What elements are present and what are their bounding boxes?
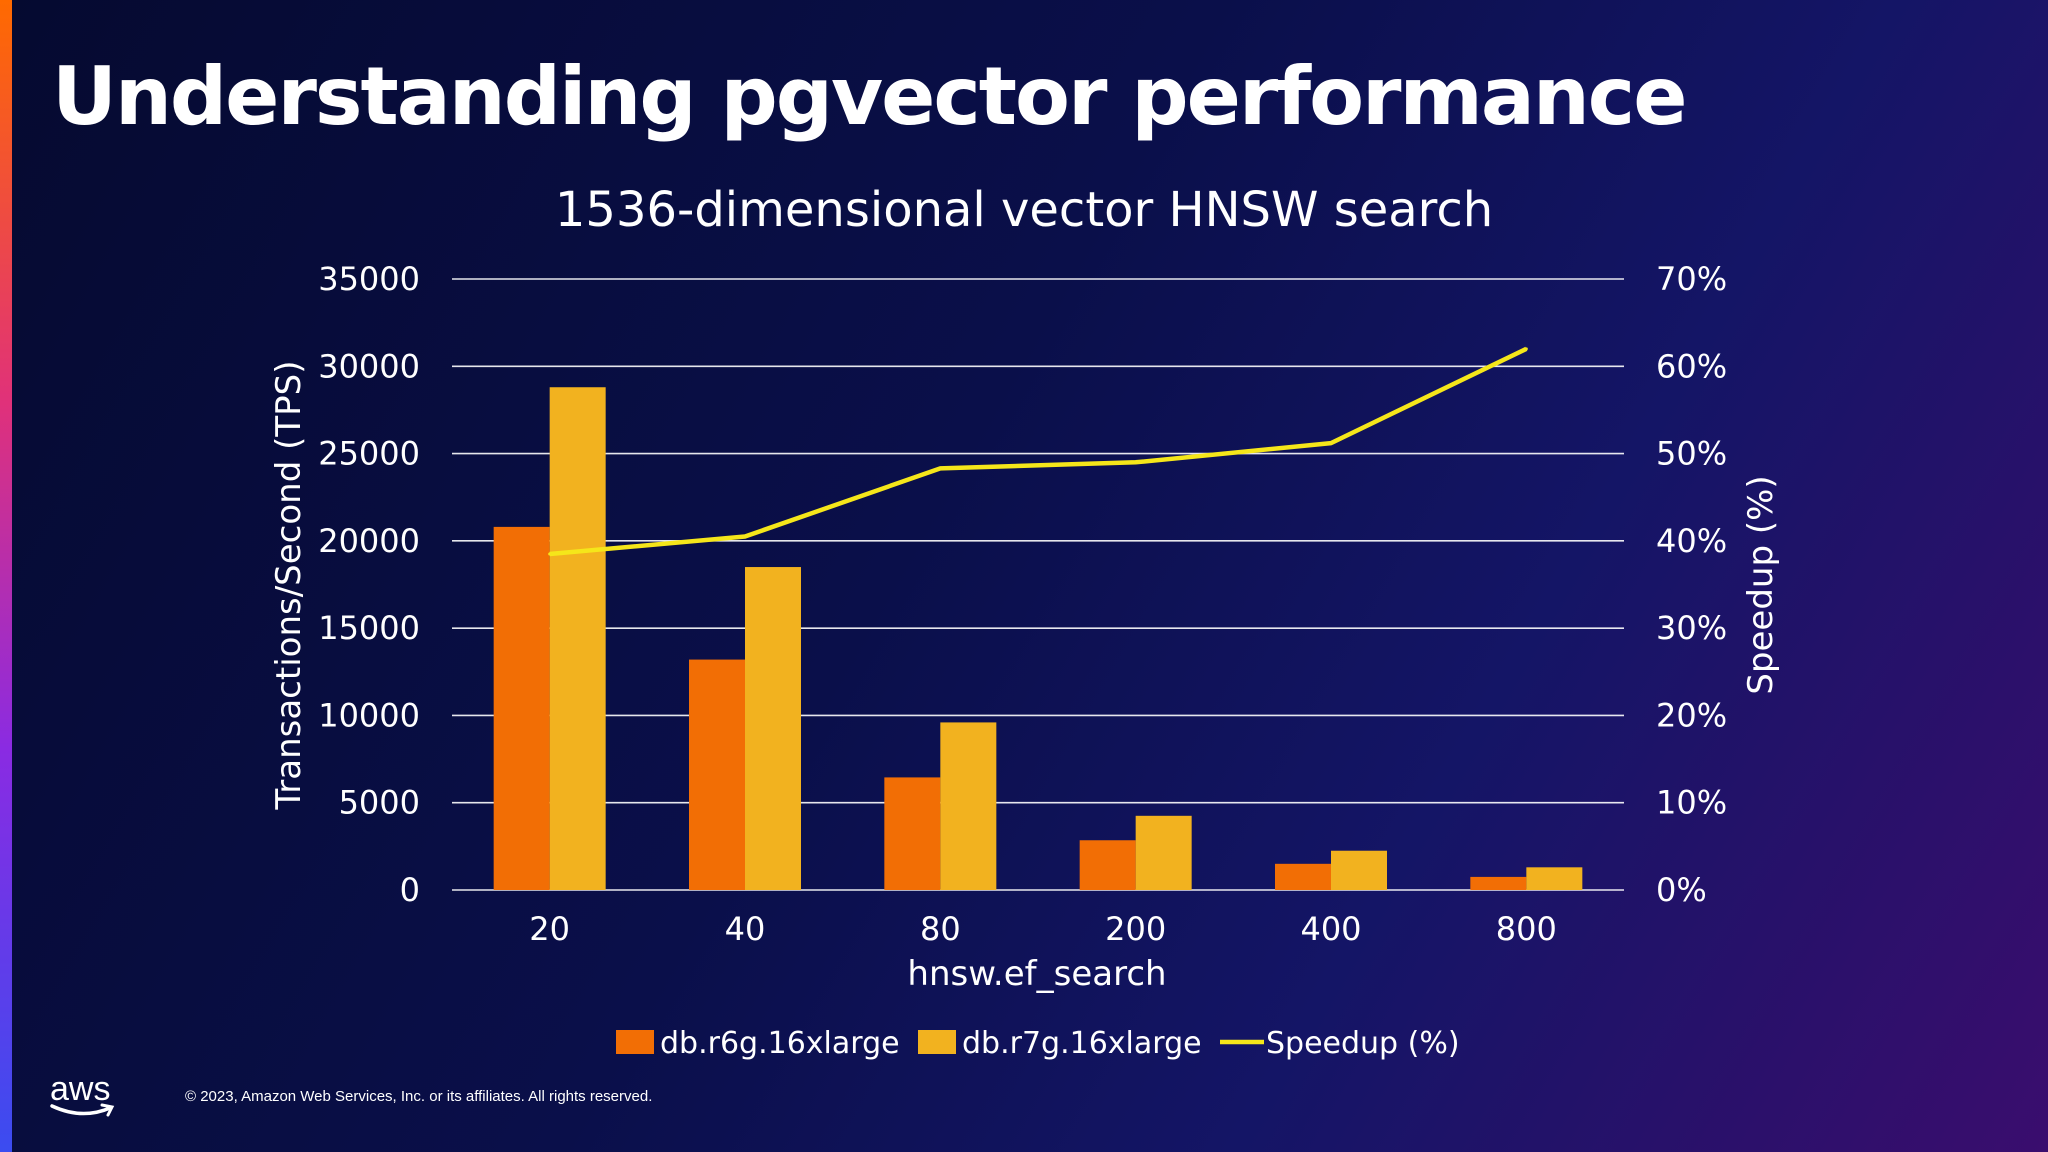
bar-db-r7g-16xlarge <box>940 722 997 890</box>
y2-axis-title: Speedup (%) <box>1741 475 1781 694</box>
speedup-point <box>743 534 747 538</box>
aws-logo-text: aws <box>50 1070 111 1108</box>
legend-label-r6g: db.r6g.16xlarge <box>660 1026 900 1061</box>
speedup-point <box>1524 347 1528 351</box>
bar-db-r6g-16xlarge <box>493 526 550 890</box>
y2-tick-label: 40% <box>1656 522 1727 560</box>
bar-db-r6g-16xlarge <box>1275 863 1331 890</box>
aws-smile-icon <box>50 1103 115 1117</box>
x-tick-label: 400 <box>1300 910 1361 948</box>
legend-swatch-r6g <box>616 1030 654 1054</box>
speedup-point <box>1134 460 1138 464</box>
legend-label-r7g: db.r7g.16xlarge <box>962 1026 1202 1061</box>
bar-db-r7g-16xlarge <box>1526 867 1583 890</box>
legend-label-speedup: Speedup (%) <box>1266 1026 1460 1061</box>
x-tick-label: 40 <box>725 910 766 948</box>
y2-tick-label: 10% <box>1656 784 1727 822</box>
gridlines <box>452 278 1624 891</box>
y-tick-label: 15000 <box>318 609 420 647</box>
y-tick-label: 0 <box>400 871 420 909</box>
y2-tick-label: 20% <box>1656 696 1727 734</box>
y2-tick-label: 70% <box>1656 260 1727 298</box>
bar-db-r6g-16xlarge <box>884 777 941 890</box>
x-tick-label: 80 <box>920 910 961 948</box>
chart-title: 1536-dimensional vector HNSW search <box>555 182 1493 238</box>
bar-db-r6g-16xlarge <box>1079 840 1136 890</box>
y-tick-label: 20000 <box>318 522 420 560</box>
x-axis-title: hnsw.ef_search <box>907 954 1166 994</box>
x-tick-label: 20 <box>529 910 570 948</box>
speedup-point <box>1329 441 1333 445</box>
bar-db-r7g-16xlarge <box>1135 815 1192 890</box>
speedup-line <box>549 346 1528 557</box>
legend: db.r6g.16xlarge db.r7g.16xlarge Speedup (%… <box>616 1026 1460 1061</box>
y-tick-label: 5000 <box>339 784 420 822</box>
bar-db-r7g-16xlarge <box>745 567 801 890</box>
speedup-point <box>548 552 552 556</box>
accent-bar <box>0 0 12 1152</box>
y2-tick-label: 0% <box>1656 871 1707 909</box>
bar-db-r7g-16xlarge <box>549 387 606 890</box>
copyright-notice: © 2023, Amazon Web Services, Inc. or its… <box>185 1088 653 1105</box>
y-tick-label: 10000 <box>318 696 420 734</box>
x-tick-label: 200 <box>1105 910 1166 948</box>
bar-db-r6g-16xlarge <box>1470 876 1527 890</box>
bar-db-r6g-16xlarge <box>689 659 745 890</box>
y-tick-label: 30000 <box>318 347 420 385</box>
bars <box>493 387 1583 890</box>
y2-tick-label: 30% <box>1656 609 1727 647</box>
y2-tick-label: 60% <box>1656 347 1727 385</box>
legend-swatch-r7g <box>918 1030 956 1054</box>
slide-title: Understanding pgvector performance <box>52 50 1687 143</box>
y2-tick-label: 50% <box>1656 435 1727 473</box>
y-tick-label: 35000 <box>318 260 420 298</box>
bar-db-r7g-16xlarge <box>1331 850 1387 890</box>
y-axis-title: Transactions/Second (TPS) <box>269 361 309 811</box>
tick-labels: 35000 70% 30000 60% 25000 50% 20000 40% 15000 30%… <box>318 260 1727 948</box>
speedup-point <box>938 466 942 470</box>
speedup-line-group <box>548 346 1528 557</box>
y-tick-label: 25000 <box>318 435 420 473</box>
x-tick-label: 800 <box>1496 910 1557 948</box>
